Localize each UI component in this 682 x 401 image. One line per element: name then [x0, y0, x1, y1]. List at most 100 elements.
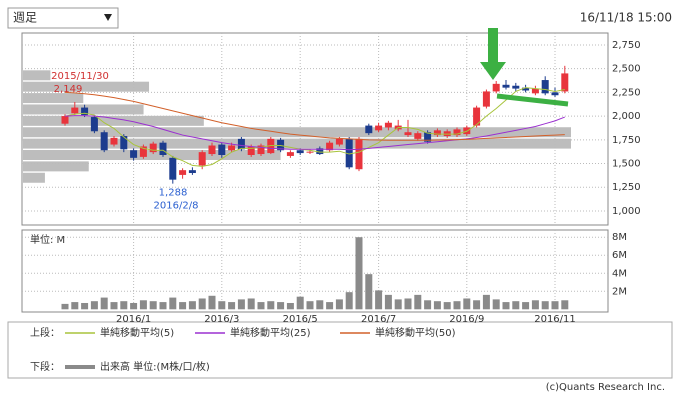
candle-body: [375, 125, 383, 131]
volume-bar: [365, 274, 373, 310]
volume-bar: [130, 302, 138, 310]
candle-body: [335, 138, 343, 145]
volume-bar: [512, 301, 520, 310]
candle-body: [512, 85, 520, 89]
candle-body: [433, 130, 441, 136]
volume-bar: [345, 292, 353, 310]
volume-bar: [267, 301, 275, 310]
volume-bar: [120, 301, 128, 310]
candle-body: [198, 152, 206, 166]
volume-profile-bar: [23, 70, 51, 81]
annotation-date: 2016/2/8: [154, 201, 199, 212]
volume-bar: [159, 302, 167, 310]
volume-bar: [179, 302, 187, 310]
candle-body: [149, 143, 157, 153]
volume-profile-bar: [23, 93, 84, 104]
candle-body: [228, 145, 236, 151]
legend-box: [7, 321, 673, 379]
volume-bar: [61, 303, 69, 310]
volume-bar: [433, 301, 441, 310]
price-panel: [21, 32, 609, 226]
y-tick-label: 4M: [612, 268, 627, 279]
y-tick-label: 2,250: [612, 87, 641, 98]
volume-profile-bar: [23, 127, 571, 138]
volume-bar: [414, 294, 422, 310]
volume-bar: [228, 302, 236, 310]
candle-body: [218, 144, 226, 155]
volume-bar: [522, 302, 530, 310]
volume-bar: [247, 298, 255, 310]
candle-body: [424, 132, 432, 142]
candle-body: [414, 133, 422, 139]
legend-label: 単純移動平均(5): [100, 326, 174, 339]
volume-bar: [384, 294, 392, 310]
volume-profile-bar: [23, 149, 281, 160]
volume-bar: [355, 237, 363, 310]
candle-body: [159, 142, 167, 155]
candle-body: [522, 87, 530, 91]
volume-bar: [90, 301, 98, 310]
volume-bar: [463, 298, 471, 310]
y-tick-label: 8M: [612, 232, 627, 243]
x-tick-label: 2016/1: [116, 314, 151, 325]
annotation-value: 1,288: [159, 188, 188, 199]
candle-body: [551, 92, 559, 96]
x-tick-label: 2016/5: [283, 314, 318, 325]
x-tick-label: 2016/3: [204, 314, 239, 325]
y-tick-label: 1,000: [612, 206, 641, 217]
y-tick-label: 1,250: [612, 182, 641, 193]
x-tick-label: 2016/11: [534, 314, 576, 325]
volume-bar: [531, 300, 539, 310]
plot-layer: 2,750 2,500 2,250 2,000 1,750 1,500 1,250 1,000…: [22, 33, 641, 373]
candle-body: [502, 84, 510, 88]
candle-body: [120, 136, 128, 150]
dropdown-label[interactable]: 週足: [13, 11, 37, 25]
dropdown-arrow[interactable]: [104, 14, 112, 21]
volume-bar: [316, 300, 324, 310]
volume-bar: [473, 300, 481, 310]
annotation-value: 2,149: [54, 84, 83, 95]
volume-profile-bar: [23, 161, 89, 172]
y-tick-label: 2,500: [612, 64, 641, 75]
volume-bar: [257, 302, 265, 310]
y-tick-label: 1,750: [612, 135, 641, 146]
volume-unit: 単位: M: [30, 233, 65, 246]
volume-bar: [443, 302, 451, 310]
candle-body: [316, 148, 324, 155]
candle-body: [345, 138, 353, 168]
candle-body: [90, 117, 98, 132]
x-tick-label: 2016/7: [361, 314, 396, 325]
candle-body: [404, 132, 412, 136]
volume-bar: [492, 299, 500, 310]
candle-body: [306, 151, 314, 153]
volume-bar: [286, 302, 294, 310]
moving-average-line: [64, 115, 565, 151]
y-tick-label: 2,750: [612, 40, 641, 51]
candle-body: [453, 129, 461, 136]
volume-bar: [335, 299, 343, 310]
candle-body: [100, 132, 108, 151]
candle-body: [247, 146, 255, 155]
volume-profile-bar: [23, 81, 150, 92]
moving-average-line: [64, 91, 565, 141]
candle-body: [188, 170, 196, 174]
highlight-line: [496, 93, 569, 107]
volume-bar: [482, 294, 490, 310]
volume-profile-bar: [23, 138, 571, 149]
volume-bar: [110, 302, 118, 310]
volume-bar: [218, 301, 226, 310]
period-dropdown[interactable]: [7, 7, 119, 29]
candle-body: [473, 107, 481, 126]
copyright: (c)Quants Research Inc.: [546, 382, 665, 393]
y-tick-label: 2M: [612, 286, 627, 297]
volume-bar: [81, 302, 89, 310]
candle-body: [169, 157, 177, 180]
volume-bar: [453, 301, 461, 310]
candle-body: [237, 138, 245, 150]
volume-profile-bar: [23, 172, 45, 183]
volume-bar: [277, 302, 285, 310]
candle-body: [257, 145, 265, 155]
volume-bar: [404, 298, 412, 310]
volume-bar: [149, 301, 157, 310]
candle-body: [110, 137, 118, 145]
